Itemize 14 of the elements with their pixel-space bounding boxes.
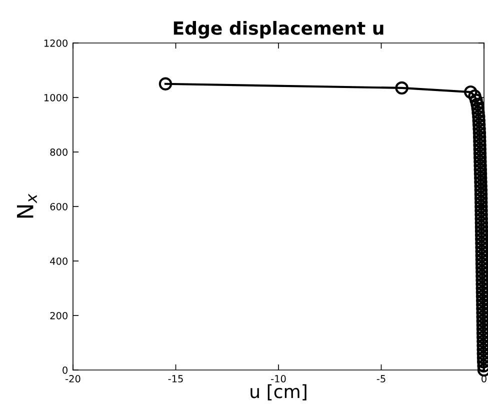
y-tick-label: 800 <box>50 148 68 156</box>
x-axis-title: u [cm] <box>250 384 306 400</box>
chart-title: Edge displacement u <box>174 20 384 39</box>
x-tick-label: -20 <box>66 375 80 382</box>
y-tick-label: 0 <box>62 366 68 374</box>
y-tick-label: 1000 <box>44 94 68 102</box>
x-tick-label: -15 <box>168 375 183 382</box>
y-tick-label: 200 <box>50 312 68 320</box>
y-axis-title: N$_{x}$ <box>16 194 37 218</box>
y-tick-label: 600 <box>50 202 68 210</box>
y-tick-label: 400 <box>50 257 68 265</box>
x-tick-label: -10 <box>271 375 286 382</box>
y-tick-label: 1200 <box>44 39 68 47</box>
x-tick-label: -5 <box>376 375 386 382</box>
